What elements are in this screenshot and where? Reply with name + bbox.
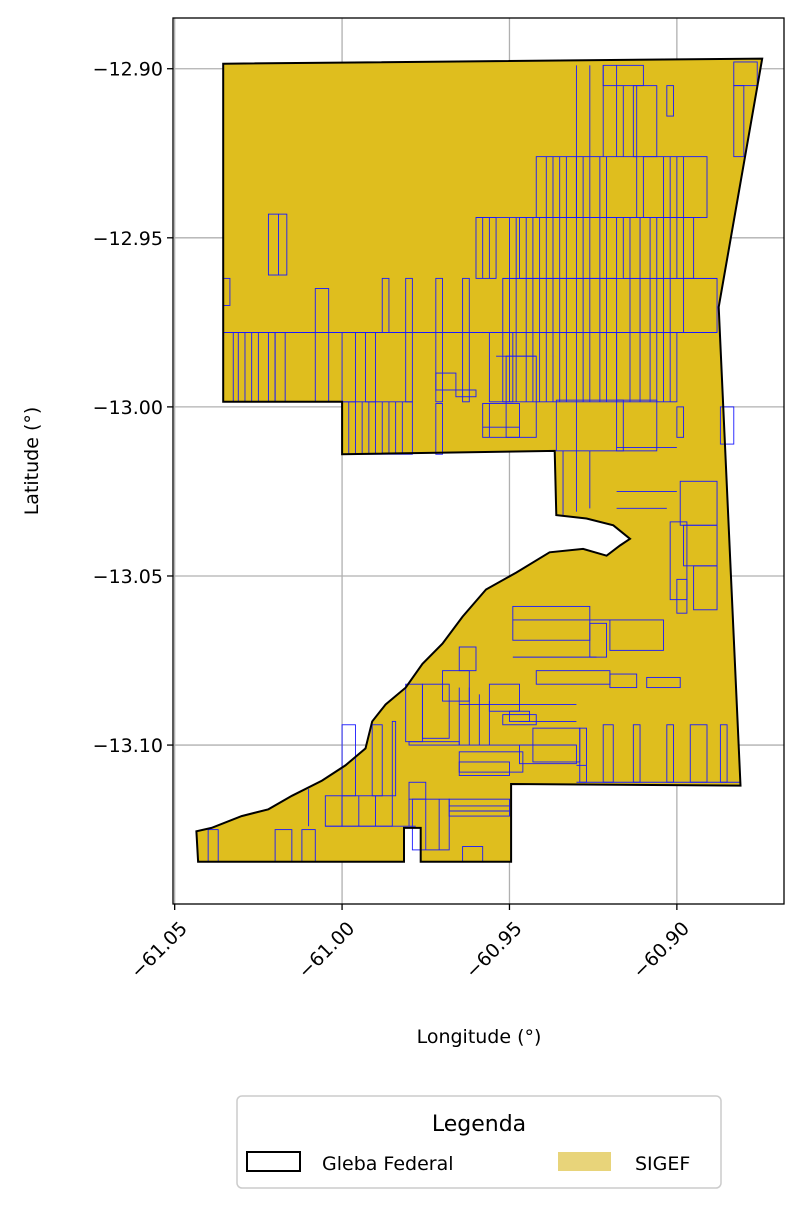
sigef-parcel-43 (589, 622, 608, 658)
sigef-parcel-59 (458, 761, 510, 776)
legend: Legenda Gleba Federal SIGEF (236, 1095, 722, 1189)
y-tick-label-4: −13.10 (93, 735, 163, 757)
sigef-parcel-71 (391, 720, 397, 797)
sigef-parcels (207, 61, 758, 863)
y-tick-label-3: −13.05 (93, 566, 163, 588)
sigef-parcel-62 (408, 781, 427, 800)
sigef-parcel-33 (733, 61, 758, 87)
sigef-parcel-5 (267, 213, 288, 276)
sigef-parcel-41 (676, 578, 688, 614)
plot-frame (172, 17, 785, 905)
sigef-parcel-12 (462, 277, 470, 403)
x-axis-label: Longitude (°) (417, 1026, 542, 1048)
sigef-parcel-32 (666, 85, 674, 117)
legend-label-sigef: SIGEF (635, 1153, 690, 1175)
y-tick-label-0: −12.90 (93, 59, 163, 81)
sigef-parcel-48 (502, 714, 537, 726)
y-tick-label-2: −13.00 (93, 397, 163, 419)
sigef-parcel-69 (341, 724, 356, 797)
y-tick-label-1: −12.95 (93, 228, 163, 250)
sigef-parcel-78 (435, 372, 457, 391)
sigef-parcel-75 (458, 646, 477, 672)
map-layer (195, 57, 764, 863)
sigef-parcel-36 (676, 406, 685, 438)
legend-swatch-sigef (558, 1152, 611, 1171)
sigef-parcel-11 (435, 277, 443, 403)
sigef-parcel-18 (482, 403, 520, 438)
sigef-parcel-77 (488, 683, 520, 712)
y-axis-ticks: −12.90 −12.95 −13.00 −13.05 −13.10 (93, 59, 173, 757)
sigef-parcel-15 (455, 389, 477, 398)
sigef-parcel-40 (693, 565, 718, 611)
sigef-parcel-44 (609, 619, 664, 651)
legend-title: Legenda (432, 1112, 526, 1137)
sigef-parcel-29 (616, 399, 658, 452)
sigef-parcel-73 (421, 683, 450, 739)
sigef-parcel-38 (669, 521, 688, 601)
sigef-parcel-61 (411, 798, 450, 851)
legend-swatch-gleba-federal (246, 1151, 301, 1172)
sigef-parcel-14 (435, 403, 443, 455)
sigef-parcel-74 (442, 670, 470, 702)
sigef-area-fill (196, 58, 763, 862)
sigef-parcel-45 (646, 676, 681, 689)
sigef-parcel-70 (371, 724, 383, 797)
y-axis-label: Latitude (°) (21, 407, 43, 516)
gleba-federal-boundary (195, 57, 764, 863)
sigef-parcel-35 (719, 406, 735, 445)
sigef-parcel-47 (609, 673, 638, 689)
legend-label-gleba-federal: Gleba Federal (322, 1153, 454, 1175)
sigef-parcel-30 (632, 85, 658, 158)
sigef-parcel-34 (733, 85, 745, 158)
